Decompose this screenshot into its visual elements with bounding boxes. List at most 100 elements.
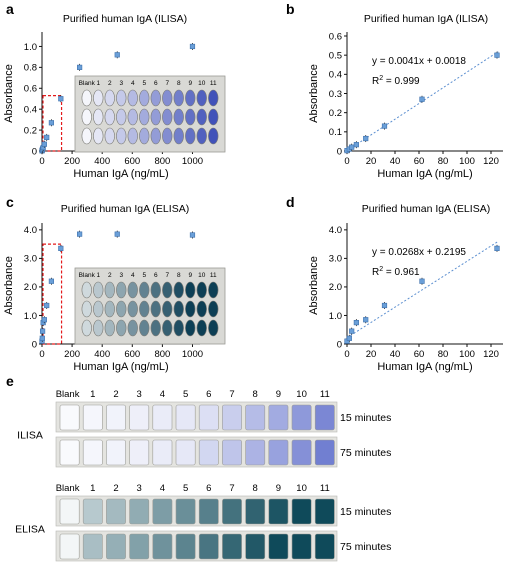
data-point bbox=[349, 328, 355, 334]
tube bbox=[175, 533, 196, 560]
tube-label: 11 bbox=[320, 389, 330, 400]
tube bbox=[314, 404, 335, 431]
well bbox=[196, 127, 207, 145]
well bbox=[81, 300, 92, 318]
tube bbox=[291, 498, 312, 525]
well-label: 3 bbox=[119, 272, 123, 279]
data-point bbox=[363, 135, 369, 142]
well bbox=[196, 281, 207, 299]
data-point bbox=[41, 317, 47, 323]
well bbox=[93, 319, 104, 337]
y-tick-label: 3.0 bbox=[329, 254, 342, 265]
x-tick-label: 100 bbox=[459, 349, 475, 360]
data-point bbox=[58, 245, 64, 252]
well-plate-photo: Blank 1 2 3 4 5 6 7 8 9 10 11 bbox=[74, 75, 226, 153]
data-point bbox=[189, 232, 196, 238]
tube-label: 4 bbox=[160, 483, 165, 494]
well bbox=[116, 319, 127, 337]
data-point bbox=[44, 302, 50, 309]
well bbox=[150, 281, 161, 299]
tube bbox=[106, 439, 126, 466]
well bbox=[162, 300, 173, 318]
tube bbox=[245, 404, 266, 431]
x-tick-label: 200 bbox=[64, 156, 80, 167]
chart-title: Purified human IgA (ELISA) bbox=[362, 203, 490, 215]
chart-title: Purified human IgA (ILISA) bbox=[364, 13, 488, 25]
well bbox=[81, 127, 92, 145]
y-tick-label: 0.8 bbox=[24, 63, 37, 74]
tube-label: 7 bbox=[229, 483, 234, 494]
tube bbox=[314, 439, 335, 466]
tube bbox=[268, 533, 289, 560]
well-label: 1 bbox=[96, 272, 100, 279]
strip-background bbox=[55, 530, 338, 562]
data-point bbox=[381, 123, 388, 129]
data-point bbox=[44, 134, 50, 141]
tube bbox=[152, 498, 173, 525]
tube-strip-photo bbox=[55, 495, 338, 527]
well bbox=[93, 89, 104, 107]
tube bbox=[106, 533, 126, 560]
tube bbox=[152, 439, 173, 466]
panel-letter: d bbox=[286, 194, 295, 210]
fit-equation: y = 0.0268x + 0.2195 bbox=[372, 247, 466, 258]
well bbox=[116, 281, 127, 299]
zoom-region-box bbox=[42, 94, 63, 152]
well bbox=[104, 127, 115, 145]
tube bbox=[82, 498, 103, 525]
well-label: 10 bbox=[198, 272, 206, 279]
well bbox=[208, 127, 219, 145]
well bbox=[104, 108, 115, 126]
tube bbox=[268, 498, 289, 525]
y-tick-label: 3.0 bbox=[24, 254, 37, 265]
tube bbox=[222, 533, 242, 560]
well-label: 7 bbox=[165, 272, 169, 279]
well-label: 4 bbox=[131, 80, 135, 87]
well-label: Blank bbox=[79, 272, 96, 279]
tube bbox=[245, 498, 266, 525]
chart-panel-b: b Purified human IgA (ILISA) 0 0.1 0.2 0.3 0.4… bbox=[286, 1, 503, 180]
x-axis-label: Human IgA (ng/mL) bbox=[377, 361, 472, 373]
y-tick-label: 0.6 bbox=[24, 84, 37, 95]
strip-background bbox=[55, 495, 338, 527]
data-point bbox=[381, 302, 388, 309]
well-label: 2 bbox=[108, 272, 112, 279]
y-tick-label: 1.0 bbox=[24, 42, 37, 53]
well-label: 5 bbox=[142, 80, 146, 87]
x-tick-label: 40 bbox=[390, 156, 401, 167]
x-tick-label: 400 bbox=[94, 349, 110, 360]
y-tick-label: 0 bbox=[32, 339, 37, 350]
well-label: 4 bbox=[131, 272, 135, 279]
x-axis-label: Human IgA (ng/mL) bbox=[73, 361, 168, 373]
y-axis-label: Absorbance bbox=[308, 64, 320, 123]
well bbox=[185, 300, 196, 318]
well bbox=[139, 281, 150, 299]
well bbox=[185, 127, 196, 145]
data-point bbox=[114, 231, 120, 237]
well-label: 9 bbox=[188, 80, 192, 87]
data-point bbox=[189, 43, 196, 50]
well bbox=[104, 89, 115, 107]
y-tick-label: 0.1 bbox=[329, 127, 342, 138]
x-tick-label: 0 bbox=[344, 349, 349, 360]
tube bbox=[175, 404, 196, 431]
y-tick-label: 2.0 bbox=[329, 282, 342, 293]
tube bbox=[222, 404, 242, 431]
well bbox=[185, 281, 196, 299]
tube bbox=[175, 439, 196, 466]
data-point bbox=[346, 335, 352, 341]
data-point bbox=[58, 96, 64, 102]
time-label: 75 minutes bbox=[340, 447, 391, 459]
well bbox=[93, 127, 104, 145]
well bbox=[139, 89, 150, 107]
well bbox=[196, 108, 207, 126]
well bbox=[208, 108, 219, 126]
tube bbox=[245, 439, 266, 466]
y-tick-label: 1.0 bbox=[329, 311, 342, 322]
well bbox=[93, 108, 104, 126]
tube bbox=[59, 404, 80, 431]
x-tick-label: 0 bbox=[344, 156, 349, 167]
tube bbox=[129, 498, 150, 525]
y-tick-label: 0 bbox=[337, 146, 342, 157]
well-label: 8 bbox=[177, 80, 181, 87]
